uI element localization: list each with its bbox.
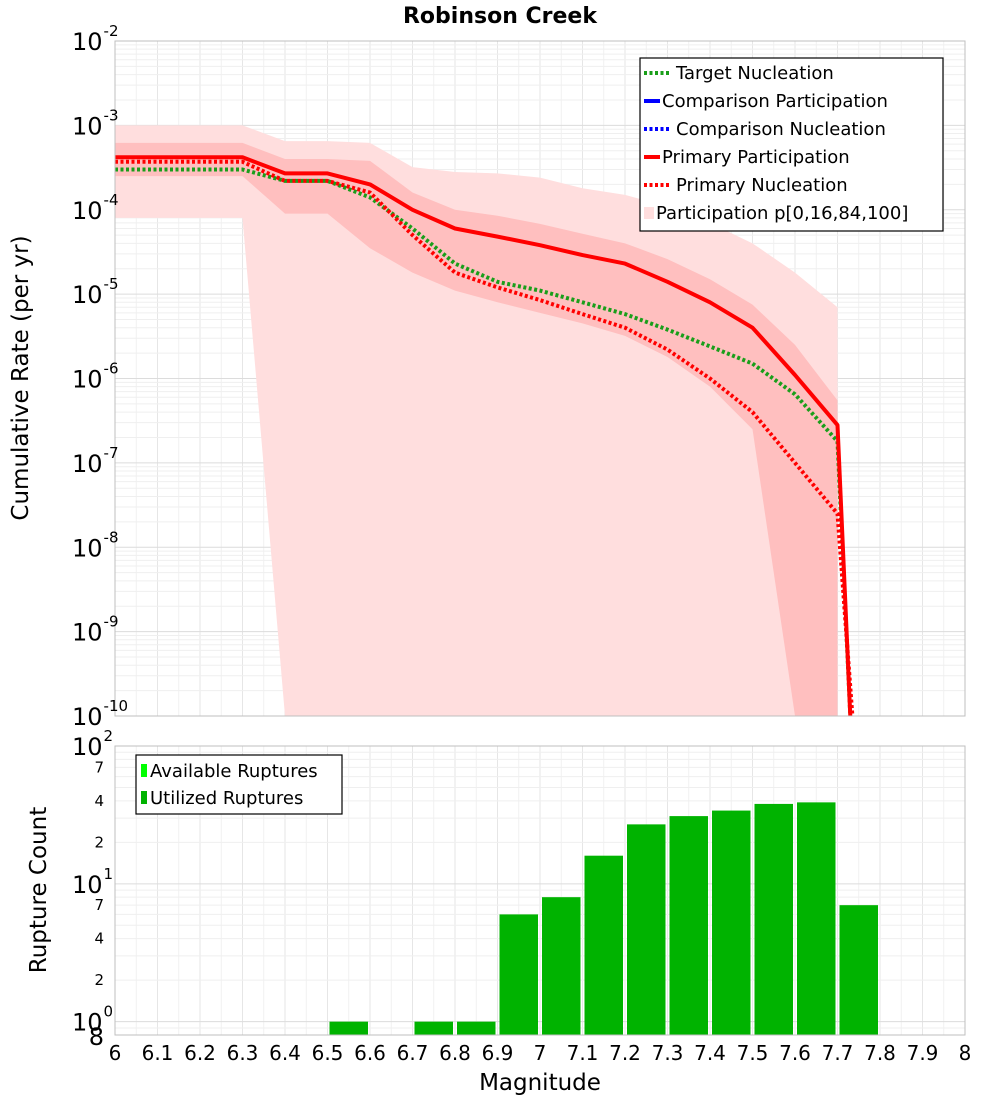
legend-utilized-ruptures: Utilized Ruptures	[150, 788, 303, 809]
bar-utilized-ruptures	[669, 816, 708, 1035]
x-tick-label: 7.8	[864, 1041, 896, 1065]
x-tick-label: 7.1	[567, 1041, 599, 1065]
x-tick-label: 6.9	[482, 1041, 514, 1065]
x-tick-label: 8	[959, 1041, 972, 1065]
x-tick-label: 7.6	[779, 1041, 811, 1065]
legend-participation-band: Participation p[0,16,84,100]	[656, 203, 908, 224]
x-tick-label: 6.2	[184, 1041, 216, 1065]
y-minor-tick-label: 7	[94, 896, 104, 914]
y-tick-label: 10-2	[72, 22, 119, 56]
rupture-bars	[329, 802, 878, 1035]
y-tick-label: 10-6	[72, 360, 119, 394]
bar-utilized-ruptures	[754, 803, 793, 1035]
y-tick-label: 10-4	[72, 191, 119, 225]
magnitude-tick-labels: 6 6.1 6.2 6.3 6.4 6.5 6.6 6.7 6.8 6.9 7 7.1 7.2 7.3 7.…	[109, 1041, 972, 1065]
x-tick-label: 7.5	[737, 1041, 769, 1065]
x-tick-label: 7.9	[907, 1041, 939, 1065]
y-minor-tick-label: 7	[94, 758, 104, 776]
y-tick-label: 10-9	[72, 613, 119, 647]
participation-bands	[115, 125, 838, 716]
bar-utilized-ruptures	[797, 802, 836, 1035]
rupture-legend: Available Ruptures Utilized Ruptures	[135, 754, 343, 815]
x-tick-label: 6.8	[439, 1041, 471, 1065]
legend-available-ruptures: Available Ruptures	[150, 761, 318, 782]
line-primary-nucleation	[115, 159, 855, 717]
rate-lines	[115, 155, 855, 717]
x-tick-label: 6.3	[227, 1041, 259, 1065]
y-minor-tick-label: 4	[94, 930, 104, 948]
band-p16-p84	[115, 142, 838, 716]
bar-utilized-ruptures	[627, 824, 666, 1035]
bar-utilized-ruptures	[414, 1021, 453, 1035]
rate-y-tick-labels: 10-10 10-9 10-8 10-7 10-6 10-5 10-4 10-3 10-2	[72, 22, 128, 731]
line-target-nucleation	[115, 167, 853, 717]
x-tick-label: 6	[109, 1041, 122, 1065]
x-tick-label: 6.4	[269, 1041, 301, 1065]
rupture-y-axis-label: Rupture Count	[26, 807, 52, 973]
y-minor-tick-label: 2	[94, 833, 104, 851]
y-tick-label: 101	[72, 865, 113, 899]
x-tick-label: 6.1	[142, 1041, 174, 1065]
legend-swatch-available-ruptures	[141, 764, 147, 777]
x-tick-label: 7.2	[609, 1041, 641, 1065]
x-tick-label: 7.3	[652, 1041, 684, 1065]
bar-utilized-ruptures	[542, 897, 581, 1035]
y-tick-label: 10-10	[72, 697, 128, 731]
y-tick-label: 10-5	[72, 275, 119, 309]
rupture-y-tick-labels: 100 101 102 8 2 4 7 2 4 7	[72, 727, 113, 1051]
line-primary-participation	[115, 155, 853, 717]
chart-title: Robinson Creek	[403, 4, 598, 29]
x-tick-label: 7	[534, 1041, 547, 1065]
magnitude-axis-label: Magnitude	[479, 1070, 601, 1096]
bar-utilized-ruptures	[584, 855, 623, 1035]
legend-comparison-nucleation: Comparison Nucleation	[676, 119, 886, 140]
y-tick-label: 10-3	[72, 106, 119, 140]
bar-utilized-ruptures	[712, 810, 751, 1035]
bar-utilized-ruptures	[329, 1021, 368, 1035]
rate-plot: 10-10 10-9 10-8 10-7 10-6 10-5 10-4 10-3 10-2 Cu…	[8, 22, 966, 731]
rupture-plot-frame	[114, 745, 966, 1036]
bar-utilized-ruptures	[499, 914, 538, 1035]
y-minor-tick-label: 8	[89, 1023, 104, 1051]
rate-legend: Target Nucleation Comparison Participati…	[639, 57, 944, 232]
y-tick-label: 100	[72, 1003, 113, 1037]
legend-comparison-participation: Comparison Participation	[662, 91, 888, 112]
rupture-legend-box	[135, 754, 343, 815]
x-tick-label: 7.7	[822, 1041, 854, 1065]
y-minor-tick-label: 2	[94, 971, 104, 989]
x-tick-label: 6.5	[312, 1041, 344, 1065]
bar-utilized-ruptures	[457, 1021, 496, 1035]
rate-y-axis-label: Cumulative Rate (per yr)	[8, 235, 34, 520]
y-tick-label: 102	[72, 727, 113, 761]
x-tick-label: 7.4	[694, 1041, 726, 1065]
legend-swatch-utilized-ruptures	[141, 791, 147, 804]
legend-primary-nucleation: Primary Nucleation	[676, 175, 848, 196]
y-minor-tick-label: 4	[94, 792, 104, 810]
legend-target-nucleation: Target Nucleation	[675, 63, 834, 84]
legend-primary-participation: Primary Participation	[662, 147, 850, 168]
x-tick-label: 6.6	[354, 1041, 386, 1065]
legend-swatch-participation-band	[644, 207, 654, 219]
rate-legend-box	[639, 57, 944, 232]
y-tick-label: 10-8	[72, 528, 119, 562]
y-tick-label: 10-7	[72, 444, 119, 478]
x-tick-label: 6.7	[397, 1041, 429, 1065]
bar-utilized-ruptures	[839, 905, 878, 1035]
rate-plot-frame	[114, 40, 966, 717]
